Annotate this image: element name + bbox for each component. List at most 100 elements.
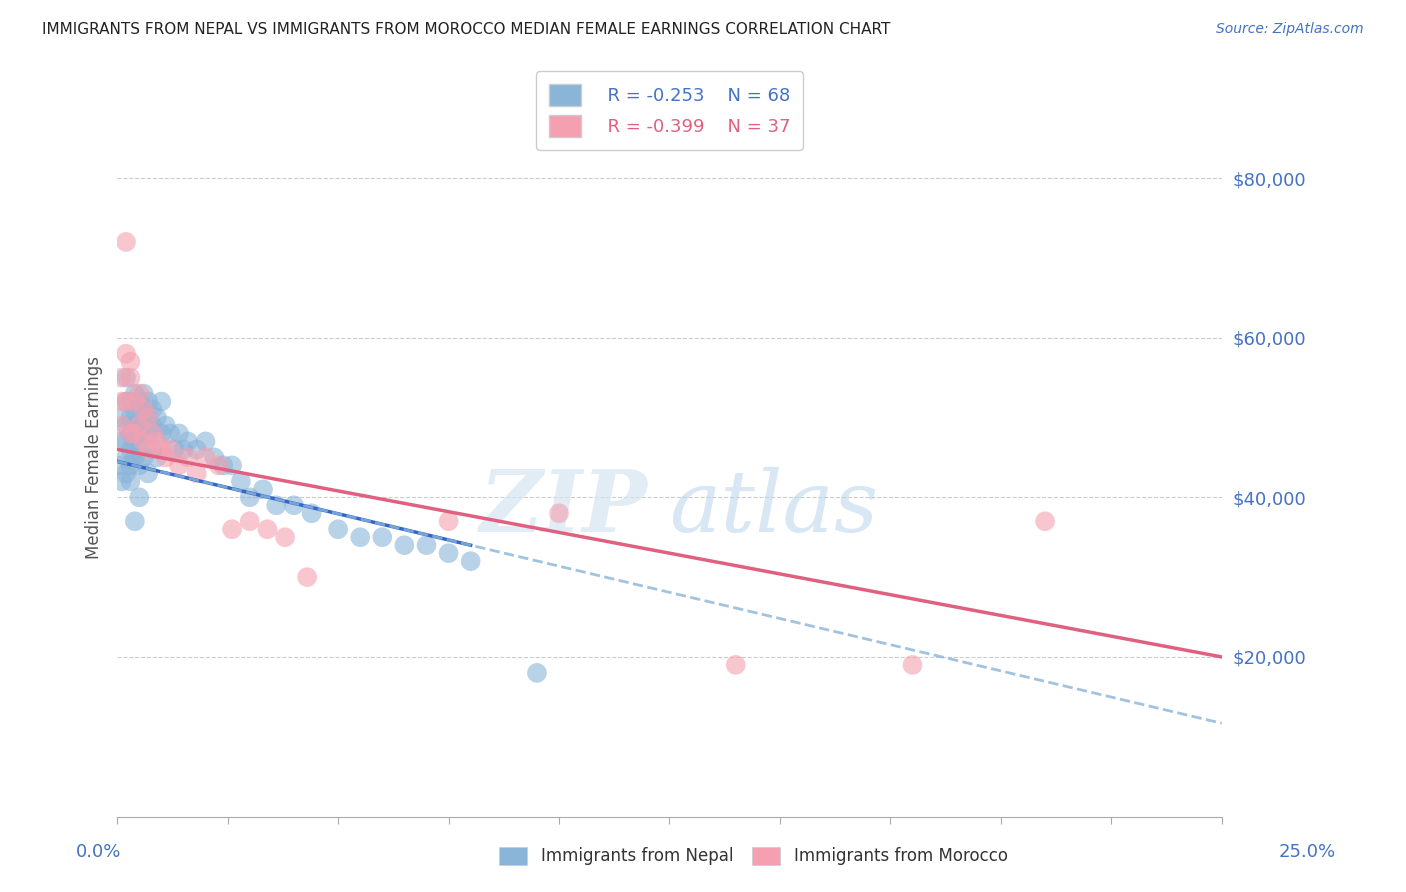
Point [120,426,142,441]
Point [120,370,142,384]
Point [1033,514,1056,528]
Text: atlas: atlas [669,467,879,549]
Point [115,346,138,360]
Point [221,522,243,536]
Point [150,442,173,457]
Point [128,410,150,425]
Point [437,514,460,528]
Point [460,554,482,568]
Point [256,522,278,536]
Y-axis label: Median Female Earnings: Median Female Earnings [86,356,103,559]
Point [132,386,155,401]
Point [110,434,132,449]
Point [212,458,235,473]
Point [150,426,173,441]
Text: Immigrants from Morocco: Immigrants from Morocco [794,847,1008,865]
Point [136,410,159,425]
Point [295,570,318,584]
Point [128,386,150,401]
Text: 0.0%: 0.0% [76,843,121,861]
Point [371,530,394,544]
Point [221,458,243,473]
Point [141,402,163,417]
Text: IMMIGRANTS FROM NEPAL VS IMMIGRANTS FROM MOROCCO MEDIAN FEMALE EARNINGS CORRELAT: IMMIGRANTS FROM NEPAL VS IMMIGRANTS FROM… [42,22,890,37]
Point [252,483,274,497]
Point [110,394,132,409]
Point [128,394,150,409]
Point [120,426,142,441]
Point [239,491,262,505]
Point [115,394,138,409]
Point [526,665,548,680]
Point [115,467,138,481]
Point [136,394,159,409]
Text: Immigrants from Nepal: Immigrants from Nepal [541,847,734,865]
Point [437,546,460,560]
Point [415,538,437,552]
Point [124,386,146,401]
Point [128,491,150,505]
Point [349,530,371,544]
Point [202,450,225,465]
Point [150,394,173,409]
Point [115,394,138,409]
Point [132,418,155,433]
Point [136,426,159,441]
Legend:   R = -0.253    N = 68,   R = -0.399    N = 37: R = -0.253 N = 68, R = -0.399 N = 37 [536,71,803,150]
Point [159,426,181,441]
Point [120,458,142,473]
Point [264,498,287,512]
Point [115,235,138,249]
Point [167,426,190,441]
Point [115,418,138,433]
Point [115,434,138,449]
Point [110,458,132,473]
Point [132,434,155,449]
Text: Source: ZipAtlas.com: Source: ZipAtlas.com [1216,22,1364,37]
Point [186,442,208,457]
Point [141,418,163,433]
Point [394,538,416,552]
Point [124,394,146,409]
Point [132,450,155,465]
Text: ZIP: ZIP [479,466,647,549]
Point [128,442,150,457]
Point [124,426,146,441]
Point [128,426,150,441]
Point [167,458,190,473]
Point [132,402,155,417]
Point [136,442,159,457]
Point [155,450,177,465]
Point [239,514,262,528]
Point [326,522,349,536]
Point [141,442,163,457]
Point [120,475,142,489]
Point [110,418,132,433]
Point [177,434,200,449]
Point [186,467,208,481]
Point [208,458,231,473]
Point [155,418,177,433]
Point [141,426,163,441]
Point [283,498,305,512]
Point [177,450,200,465]
Point [172,442,194,457]
Point [110,410,132,425]
Point [136,467,159,481]
Point [132,402,155,417]
Point [124,514,146,528]
Point [146,450,169,465]
Point [194,434,217,449]
Point [124,402,146,417]
Point [115,450,138,465]
Point [901,657,924,672]
Point [128,458,150,473]
Point [724,657,747,672]
Point [120,394,142,409]
Point [163,442,186,457]
Point [548,506,571,520]
Point [229,475,252,489]
Point [120,442,142,457]
Point [136,410,159,425]
Point [274,530,297,544]
